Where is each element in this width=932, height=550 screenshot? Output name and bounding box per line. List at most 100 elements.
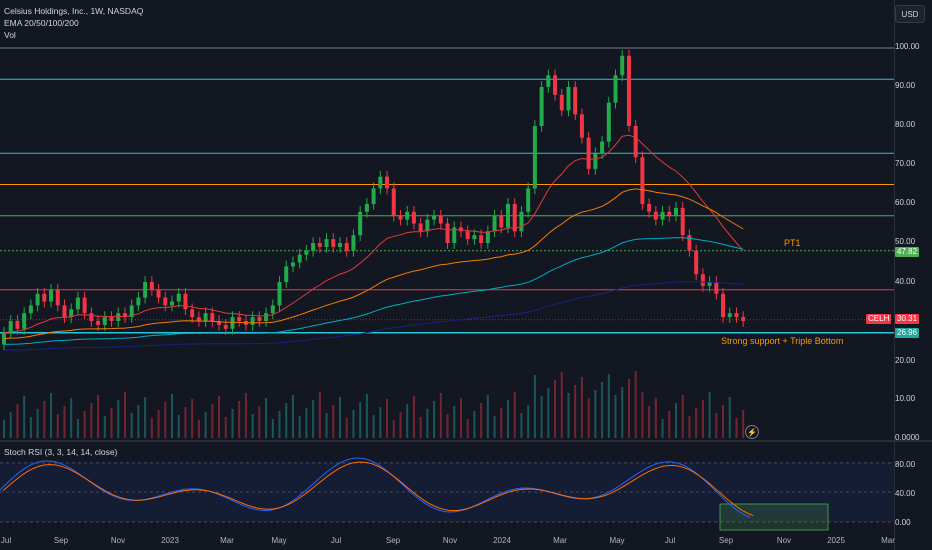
volume-indicator-label[interactable]: Vol [4, 30, 16, 40]
stoch-rsi-title[interactable]: Stoch RSI (3, 3, 14, 14, close) [4, 447, 118, 457]
candle[interactable] [626, 49, 631, 132]
candle[interactable] [391, 182, 396, 222]
candle[interactable] [593, 147, 598, 175]
ema-indicator-label[interactable]: EMA 20/50/100/200 [4, 18, 79, 28]
pt1-label[interactable]: PT1 [784, 238, 801, 248]
candle[interactable] [687, 229, 692, 257]
candle[interactable] [257, 311, 262, 327]
candle[interactable] [89, 307, 94, 327]
candle[interactable] [324, 233, 329, 253]
candle[interactable] [371, 182, 376, 210]
candle[interactable] [546, 69, 551, 93]
candle[interactable] [492, 209, 497, 238]
candle[interactable] [149, 276, 154, 296]
candle[interactable] [358, 205, 363, 242]
candle[interactable] [418, 217, 423, 238]
lightning-icon[interactable]: ⚡ [745, 425, 759, 439]
candle[interactable] [620, 49, 625, 82]
stoch-k-line[interactable] [0, 457, 751, 518]
candle[interactable] [264, 307, 269, 327]
candle[interactable] [714, 276, 719, 300]
candle[interactable] [385, 170, 390, 195]
candle[interactable] [163, 291, 168, 312]
stoch-d-line[interactable] [2, 461, 754, 517]
currency-button[interactable]: USD [895, 5, 925, 23]
candle[interactable] [311, 237, 316, 257]
candle[interactable] [606, 96, 611, 148]
candle[interactable] [613, 69, 618, 109]
candle[interactable] [8, 315, 13, 339]
stoch-rsi-chart[interactable] [0, 442, 894, 534]
candle[interactable] [734, 307, 739, 323]
candle[interactable] [425, 213, 430, 238]
candle[interactable] [183, 287, 188, 316]
ema-20-line[interactable] [3, 134, 744, 334]
candle[interactable] [653, 205, 658, 226]
rsi-highlight-box[interactable] [719, 503, 829, 531]
candle[interactable] [721, 287, 726, 323]
ema-50-line[interactable] [3, 188, 744, 340]
candle[interactable] [203, 307, 208, 327]
ema-100-line[interactable] [3, 237, 744, 345]
candle[interactable] [485, 225, 490, 249]
candle[interactable] [28, 299, 33, 320]
candle[interactable] [532, 120, 537, 195]
candle[interactable] [452, 221, 457, 249]
candle[interactable] [526, 182, 531, 218]
candle[interactable] [210, 307, 215, 327]
candle[interactable] [62, 299, 67, 323]
candle[interactable] [122, 307, 127, 323]
candle[interactable] [143, 276, 148, 304]
candle[interactable] [176, 287, 181, 308]
candle[interactable] [680, 202, 685, 242]
candle[interactable] [55, 283, 60, 312]
candle[interactable] [304, 244, 309, 261]
candle[interactable] [579, 108, 584, 144]
candle[interactable] [96, 315, 101, 331]
candle[interactable] [674, 202, 678, 222]
candle[interactable] [75, 291, 80, 316]
candle[interactable] [438, 209, 443, 230]
candle[interactable] [331, 233, 336, 253]
candle[interactable] [600, 135, 605, 160]
candle[interactable] [539, 81, 544, 132]
candle[interactable] [290, 256, 295, 273]
candle[interactable] [129, 299, 134, 323]
price-chart[interactable] [0, 0, 894, 440]
candle[interactable] [378, 170, 383, 195]
candle[interactable] [351, 229, 356, 257]
candle[interactable] [398, 209, 403, 226]
candle[interactable] [49, 283, 54, 308]
candle[interactable] [22, 307, 27, 335]
candle[interactable] [694, 244, 699, 281]
candle[interactable] [217, 315, 222, 331]
candle[interactable] [35, 287, 40, 312]
candle[interactable] [559, 88, 564, 117]
candle[interactable] [553, 69, 558, 101]
candle[interactable] [432, 209, 437, 226]
candle[interactable] [667, 205, 672, 222]
candle[interactable] [499, 209, 504, 234]
candle[interactable] [297, 248, 302, 269]
candle[interactable] [445, 217, 450, 249]
candle[interactable] [196, 311, 201, 327]
candle[interactable] [156, 283, 161, 304]
candle[interactable] [277, 276, 282, 312]
candle[interactable] [519, 205, 524, 238]
candle[interactable] [102, 311, 107, 331]
price-axis[interactable] [894, 0, 932, 550]
candle[interactable] [230, 311, 235, 335]
candle[interactable] [727, 307, 732, 323]
candle[interactable] [223, 319, 228, 335]
candle[interactable] [116, 307, 121, 327]
candle[interactable] [109, 311, 114, 327]
candle[interactable] [250, 311, 255, 331]
candle[interactable] [512, 198, 517, 238]
candle[interactable] [586, 131, 591, 175]
candle[interactable] [411, 205, 416, 230]
candle[interactable] [69, 303, 74, 323]
candle[interactable] [344, 237, 349, 257]
candle[interactable] [42, 287, 47, 308]
ema-200-line[interactable] [3, 281, 744, 351]
candle[interactable] [270, 299, 275, 320]
